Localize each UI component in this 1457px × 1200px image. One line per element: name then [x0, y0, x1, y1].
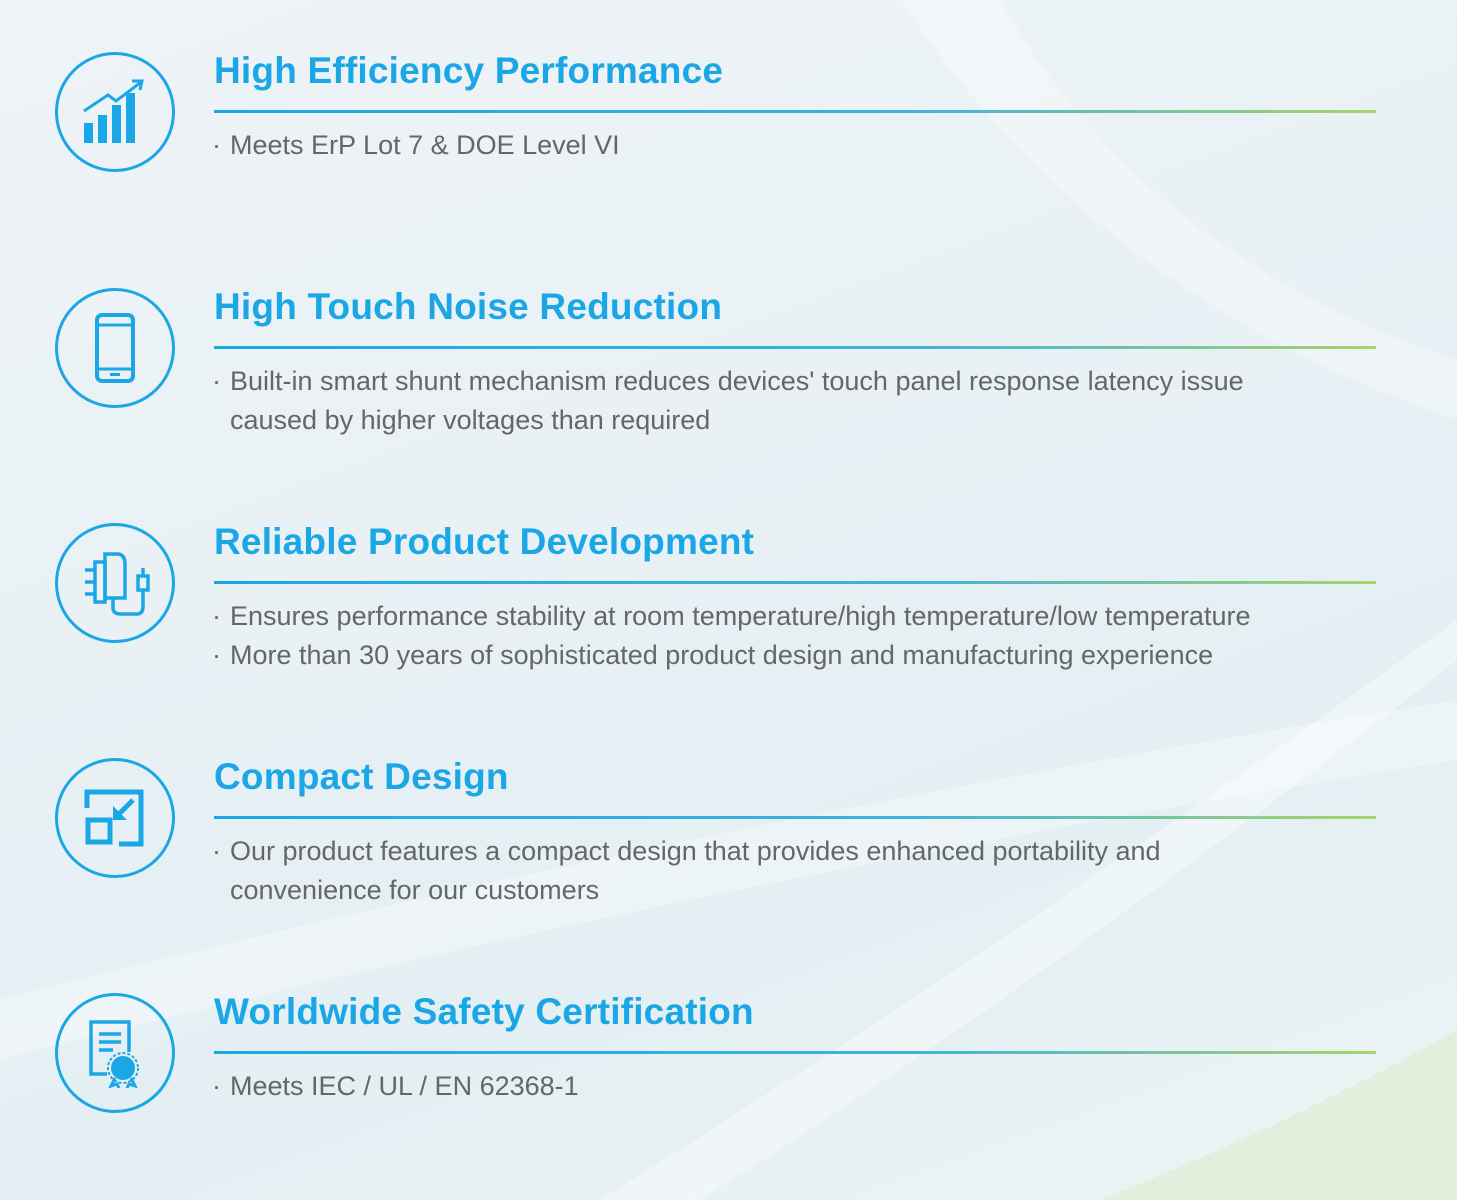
feature-high-efficiency: High Efficiency Performance · Meets ErP L…: [0, 50, 1457, 252]
compact-resize-icon: [55, 758, 175, 878]
bullet-item: · Ensures performance stability at room t…: [212, 597, 1250, 636]
bullet-item: · Our product features a compact design t…: [212, 832, 1161, 871]
smartphone-icon: [55, 288, 175, 408]
bullet-mark: ·: [212, 366, 221, 396]
bullet-text: Meets ErP Lot 7 & DOE Level VI: [230, 130, 620, 160]
bullet-item: · Built-in smart shunt mechanism reduces …: [212, 362, 1244, 401]
feature-title: Reliable Product Development: [214, 521, 755, 562]
divider: [214, 816, 1376, 819]
bullet-text: Meets IEC / UL / EN 62368-1: [230, 1071, 579, 1101]
divider: [214, 346, 1376, 349]
power-adapter-icon: [55, 523, 175, 643]
bullet-text: convenience for our customers: [230, 875, 600, 905]
bullet-list: · Meets IEC / UL / EN 62368-1: [212, 1067, 579, 1106]
bullet-mark: ·: [212, 130, 221, 160]
bullet-item: · More than 30 years of sophisticated pro…: [212, 636, 1250, 675]
bullet-text: Ensures performance stability at room te…: [230, 601, 1251, 631]
bullet-list: · Meets ErP Lot 7 & DOE Level VI: [212, 126, 620, 165]
feature-compact-design: Compact Design · Our product features a c…: [0, 756, 1457, 958]
bullet-mark: ·: [212, 836, 221, 866]
bullet-text: More than 30 years of sophisticated prod…: [230, 640, 1214, 670]
bullet-mark: ·: [212, 640, 221, 670]
divider: [214, 110, 1376, 113]
bullet-list: · Our product features a compact design t…: [212, 832, 1161, 910]
divider: [214, 581, 1376, 584]
bullet-item: · Meets ErP Lot 7 & DOE Level VI: [212, 126, 620, 165]
bullet-continuation: convenience for our customers: [212, 871, 1161, 910]
bullet-mark: ·: [212, 1071, 221, 1101]
bullet-item: · Meets IEC / UL / EN 62368-1: [212, 1067, 579, 1106]
bar-chart-growth-icon: [55, 52, 175, 172]
feature-title: High Touch Noise Reduction: [214, 286, 723, 327]
feature-safety-certification: Worldwide Safety Certification · Meets IE…: [0, 991, 1457, 1193]
bullet-list: · Built-in smart shunt mechanism reduces …: [212, 362, 1244, 440]
feature-title: High Efficiency Performance: [214, 50, 724, 91]
certificate-icon: [55, 993, 175, 1113]
feature-reliable-development: Reliable Product Development · Ensures pe…: [0, 521, 1457, 723]
bullet-continuation: caused by higher voltages than required: [212, 401, 1244, 440]
bullet-list: · Ensures performance stability at room t…: [212, 597, 1250, 675]
feature-touch-noise: High Touch Noise Reduction · Built-in sma…: [0, 286, 1457, 488]
bullet-text: caused by higher voltages than required: [230, 405, 711, 435]
bullet-mark: ·: [212, 601, 221, 631]
feature-title: Worldwide Safety Certification: [214, 991, 754, 1032]
bullet-text: Our product features a compact design th…: [230, 836, 1161, 866]
feature-title: Compact Design: [214, 756, 509, 797]
bullet-text: Built-in smart shunt mechanism reduces d…: [230, 366, 1244, 396]
divider: [214, 1051, 1376, 1054]
